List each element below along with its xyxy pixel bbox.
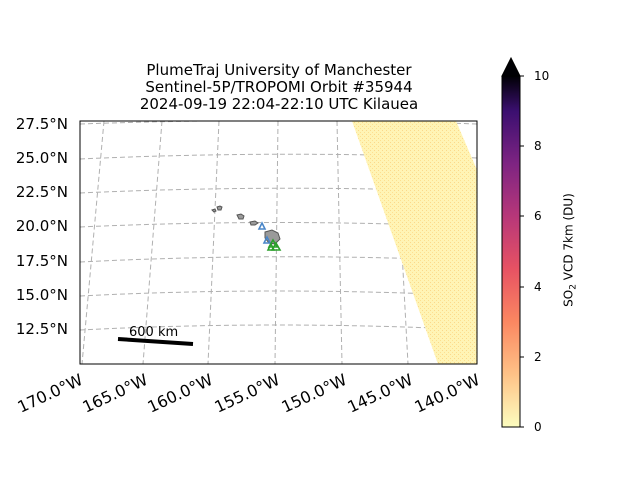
lat-tick-label: 27.5°N xyxy=(15,115,68,133)
colorbar-title-main: SO xyxy=(561,289,576,307)
map-frame xyxy=(79,120,478,365)
island-molokai xyxy=(236,213,245,220)
colorbar-tick-label: 0 xyxy=(534,420,542,434)
map-title-line2: Sentinel-5P/TROPOMI Orbit #35944 xyxy=(145,78,413,96)
lat-tick-label: 15.0°N xyxy=(15,286,68,304)
colorbar-extend-arrow xyxy=(501,56,521,77)
colorbar-tick-label: 8 xyxy=(534,139,542,153)
colorbar xyxy=(501,56,524,428)
gridline-lon-170 xyxy=(81,121,105,364)
hawaii-islands xyxy=(211,205,281,245)
lat-tick-label: 22.5°N xyxy=(15,183,68,201)
lat-tick-label: 20.0°N xyxy=(15,217,68,235)
map-title-line3: 2024-09-19 22:04-22:10 UTC Kilauea xyxy=(139,95,419,113)
lat-tick-label: 25.0°N xyxy=(15,149,68,167)
lat-tick-label: 17.5°N xyxy=(15,252,68,270)
volcano-marker-maunakea xyxy=(262,235,272,244)
volcano-marker-kilauea-c xyxy=(266,242,276,251)
colorbar-tick-label: 10 xyxy=(534,69,550,83)
gridline-lat-12.5 xyxy=(80,324,477,331)
colorbar-tick-label: 4 xyxy=(534,280,542,294)
island-kauai xyxy=(216,205,223,211)
gridline-lon-165 xyxy=(142,121,163,364)
colorbar-title-subscript: 2 xyxy=(568,284,579,290)
lat-tick-label: 12.5°N xyxy=(15,320,68,338)
gridline-lon-150 xyxy=(336,121,343,364)
colorbar-gradient xyxy=(501,75,521,428)
scale-bar-label: 600 km xyxy=(129,325,179,340)
map-title-line1: PlumeTraj University of Manchester xyxy=(146,61,412,79)
colorbar-tick-label: 2 xyxy=(534,350,542,364)
so2-plume-swath xyxy=(352,121,477,364)
colorbar-title-rest: VCD 7km (DU) xyxy=(561,193,576,285)
volcano-marker-haleakala xyxy=(257,221,267,230)
colorbar-title: SO2 VCD 7km (DU) xyxy=(561,193,578,307)
colorbar-tick-label: 6 xyxy=(534,209,542,223)
gridline-lon-160 xyxy=(207,121,220,364)
volcano-markers xyxy=(257,221,282,251)
volcano-marker-kilauea-b xyxy=(270,241,282,251)
island-maui xyxy=(249,220,259,226)
island-oahu xyxy=(211,208,217,213)
scale-bar xyxy=(117,337,194,346)
